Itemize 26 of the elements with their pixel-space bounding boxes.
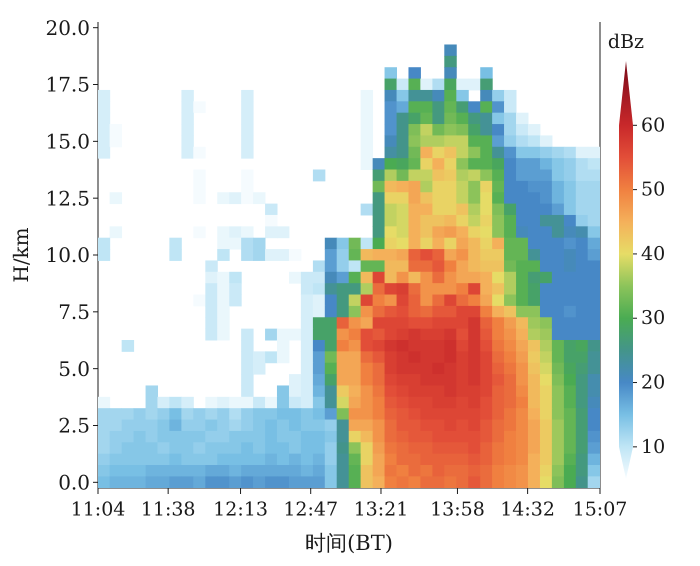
x-tick-label: 12:13 <box>213 498 268 520</box>
color-bar-label: 30 <box>641 307 666 330</box>
y-tick-label: 20.0 <box>45 16 90 40</box>
y-tick-label: 17.5 <box>45 72 90 97</box>
color-bar-label: 10 <box>641 436 666 458</box>
x-tick-label: 13:21 <box>354 498 408 520</box>
y-tick-label: 5.0 <box>58 356 90 381</box>
y-tick-label: 10.0 <box>45 243 90 268</box>
y-tick-label: 0.0 <box>58 470 90 494</box>
y-axis-title: H/km <box>9 227 33 283</box>
x-axis-title: 时间(BT) <box>305 531 393 555</box>
color-bar-label: 40 <box>641 242 666 265</box>
color-bar-label: 60 <box>641 114 666 136</box>
x-tick-label: 11:04 <box>70 498 126 520</box>
x-tick-label: 15:07 <box>572 498 628 520</box>
x-tick-label: 11:38 <box>140 498 196 520</box>
color-bar-title: dBz <box>608 31 644 53</box>
y-tick-label: 15.0 <box>45 129 90 154</box>
x-tick-label: 14:32 <box>500 498 555 520</box>
y-tick-label: 7.5 <box>58 300 90 324</box>
y-tick-label: 12.5 <box>45 186 90 210</box>
y-tick-label: 2.5 <box>58 414 90 438</box>
x-tick-label: 13:58 <box>430 498 485 520</box>
color-bar-label: 50 <box>641 178 666 201</box>
x-tick-label: 12:47 <box>283 498 338 520</box>
color-bar-label: 20 <box>641 372 666 394</box>
